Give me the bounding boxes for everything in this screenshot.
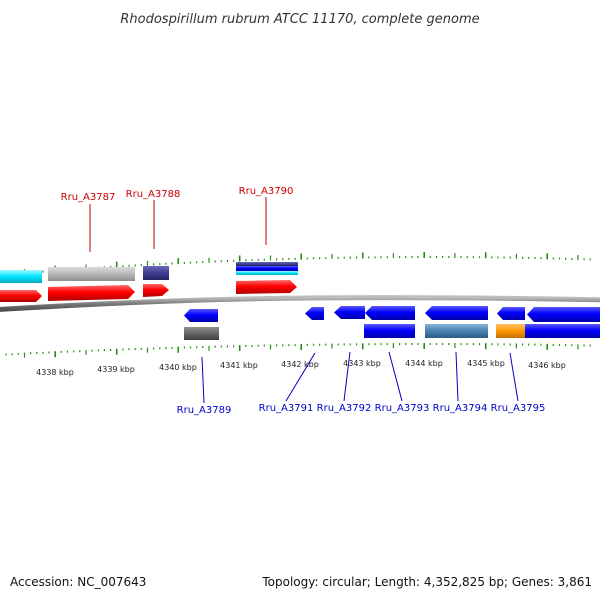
- scale-label: 4342 kbp: [281, 360, 319, 369]
- scale-label: 4346 kbp: [528, 361, 566, 370]
- feature-block-blue: [364, 324, 415, 338]
- gene-arrow-rru-a3788: [143, 284, 169, 297]
- gene-arrow-rru-a3795: [497, 307, 525, 320]
- scale-label: 4343 kbp: [343, 359, 381, 368]
- feature-block-gray: [48, 267, 135, 281]
- inner-tick-ring: [5, 343, 591, 358]
- gene-arrow-rru-a3791: [305, 307, 324, 320]
- scale-label: 4339 kbp: [97, 365, 135, 374]
- gene-label-rru-a3795[interactable]: Rru_A3795: [491, 403, 546, 414]
- feature-block-blue: [525, 324, 600, 338]
- lower-feature-track: [184, 324, 600, 340]
- map-title: Rhodospirillum rubrum ATCC 11170, comple…: [120, 12, 479, 27]
- gene-label-rru-a3791[interactable]: Rru_A3791: [259, 403, 314, 414]
- scale-label: 4344 kbp: [405, 359, 443, 368]
- gene-label-rru-a3794[interactable]: Rru_A3794: [433, 403, 488, 414]
- gene-label-rru-a3787[interactable]: Rru_A3787: [61, 192, 116, 203]
- accession-text: Accession: NC_007643: [10, 575, 147, 589]
- bottom-gene-labels: Rru_A3789 Rru_A3791 Rru_A3792 Rru_A3793 …: [177, 403, 546, 416]
- scale-label: 4340 kbp: [159, 363, 197, 372]
- gene-label-rru-a3789[interactable]: Rru_A3789: [177, 405, 232, 416]
- genome-backbone: [0, 295, 600, 312]
- gene-arrow-rru-a3793: [365, 306, 415, 320]
- reverse-gene-track: [184, 306, 600, 322]
- gene-arrow-rru-a3789: [184, 309, 218, 322]
- forward-gene-track: [0, 280, 297, 302]
- gene-label-rru-a3792[interactable]: Rru_A3792: [317, 403, 372, 414]
- gene-arrow-rru-a3790: [236, 280, 297, 294]
- feature-block-steel-blue: [425, 324, 488, 338]
- gene-label-rru-a3788[interactable]: Rru_A3788: [126, 189, 181, 200]
- gene-arrow-rru-a3794: [425, 306, 488, 320]
- feature-block-navy: [143, 266, 169, 280]
- feature-stack-rru-a3790: [236, 262, 298, 275]
- scale-label: 4341 kbp: [220, 361, 258, 370]
- upper-feature-track: [0, 262, 298, 283]
- scale-label: 4345 kbp: [467, 359, 505, 368]
- gene-arrow: [0, 290, 42, 302]
- scale-label: 4338 kbp: [36, 368, 74, 377]
- topology-text: Topology: circular; Length: 4,352,825 bp…: [262, 575, 592, 589]
- scale-labels: 4338 kbp 4339 kbp 4340 kbp 4341 kbp 4342…: [36, 359, 566, 377]
- gene-arrow: [527, 307, 600, 322]
- gene-label-leaders: [89, 197, 519, 404]
- gene-label-rru-a3790[interactable]: Rru_A3790: [239, 186, 294, 197]
- top-gene-labels: Rru_A3787 Rru_A3788 Rru_A3790: [61, 186, 294, 203]
- feature-block-cyan: [0, 270, 42, 283]
- gene-arrow-rru-a3787: [48, 285, 135, 301]
- gene-label-rru-a3793[interactable]: Rru_A3793: [375, 403, 430, 414]
- feature-block-dark-gray: [184, 327, 219, 340]
- feature-block-orange: [496, 324, 525, 338]
- gene-arrow-rru-a3792: [334, 306, 365, 319]
